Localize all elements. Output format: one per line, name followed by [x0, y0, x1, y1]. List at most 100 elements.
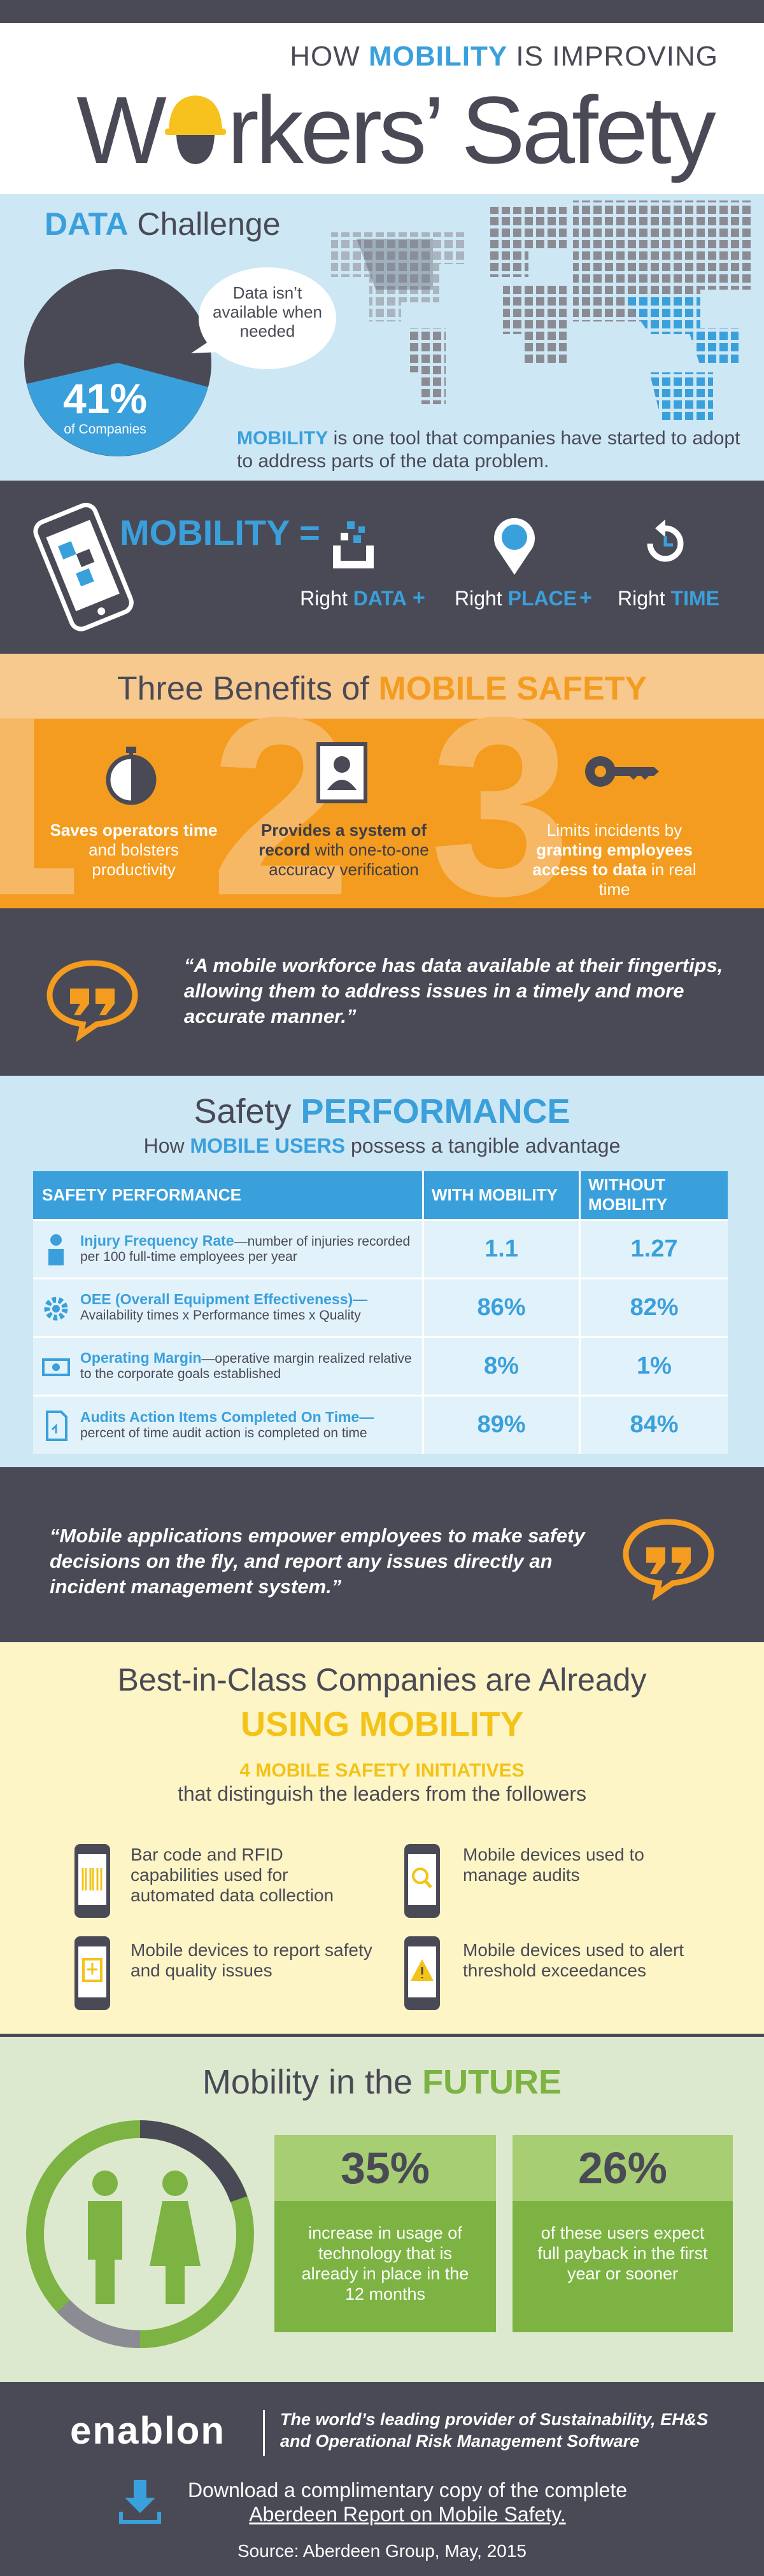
- quote-text: “Mobile applications empower employees t…: [50, 1524, 585, 1598]
- pie-graphic: [24, 267, 336, 456]
- icon-part: [46, 960, 138, 1043]
- text-body: is one tool that companies have started …: [237, 428, 740, 472]
- icon-part: [353, 535, 361, 543]
- stat-bottom: [513, 2201, 733, 2332]
- tagline: The world’s leading provider of Sustaina…: [280, 2410, 709, 2451]
- initiatives-subtitle: that distinguish the leaders from the fo…: [177, 1782, 587, 1805]
- kicker-text: HOW: [290, 41, 360, 72]
- header-cell: WITHOUT MOBILITY: [588, 1175, 668, 1214]
- value-with: 8%: [423, 1337, 581, 1395]
- icon-part: [357, 239, 433, 290]
- icon-part: [168, 95, 222, 130]
- quote-icon: [46, 960, 138, 1043]
- title-text: rkers’ Safety: [227, 76, 716, 183]
- icon-part: SAFETY PERFORMANCE WITH MOBILITY WITHOUT…: [33, 1171, 728, 1220]
- icon-part: [490, 207, 567, 277]
- item-prefix: Right: [617, 587, 665, 610]
- stat-top: [274, 2135, 496, 2201]
- section-title: Three Benefits of MOBILE SAFETY: [0, 670, 764, 708]
- icon-part: [503, 283, 567, 366]
- metric-name: Audits Action Items Completed On Time—: [80, 1408, 374, 1425]
- icon-part: [331, 232, 465, 321]
- helmet-icon: [164, 95, 226, 164]
- world-map: [331, 201, 751, 423]
- row-icon: [46, 1410, 67, 1441]
- icon-part: [614, 767, 659, 780]
- icon-part: [129, 752, 133, 757]
- table-body: Injury Frequency Rate—number of injuries…: [33, 1220, 728, 1454]
- record-icon: [316, 742, 367, 803]
- table-row: Audits Action Items Completed On Time—pe…: [33, 1395, 728, 1454]
- icon-part: [87, 1963, 97, 1974]
- header-cell: SAFETY PERFORMANCE: [33, 1171, 424, 1220]
- section-title: DATA Challenge: [45, 206, 281, 243]
- bubble-text: Data isn’t available when needed: [212, 283, 322, 341]
- benefit-number: 3: [430, 664, 572, 909]
- icon-part: [126, 747, 136, 753]
- icon-part: [595, 766, 606, 777]
- equation-item: Right TIME: [602, 587, 735, 610]
- download-text: Download a complimentary copy of the com…: [187, 2479, 628, 2502]
- icon-part: [162, 2171, 188, 2196]
- icon-part: [424, 1880, 432, 1889]
- icon-part: [92, 2171, 118, 2196]
- icon-part: [82, 1958, 103, 1982]
- icon-part: [407, 328, 446, 404]
- stat-text: increase in usage of technology that is …: [301, 2223, 469, 2304]
- icon-part: [76, 568, 94, 587]
- icon-part: [502, 524, 527, 550]
- header-kicker: HOW MOBILITY IS IMPROVING: [290, 41, 718, 73]
- metric-name: Operating Margin: [80, 1349, 202, 1366]
- value-with: 86%: [423, 1278, 581, 1337]
- benefit-segment: Provides a system of record: [258, 820, 427, 859]
- icon-part: [52, 1363, 60, 1371]
- row-text: Injury Frequency Rate—number of injuries…: [80, 1233, 416, 1265]
- brand: enablon: [70, 2409, 226, 2452]
- benefit-segment: granting employees access to data: [532, 840, 693, 879]
- section-title: Best-in-Class Companies are Already: [117, 1662, 647, 1698]
- challenge-text: MOBILITY is one tool that companies have…: [237, 427, 746, 473]
- performance-table: SAFETY PERFORMANCE WITH MOBILITY WITHOUT…: [33, 1171, 728, 1454]
- icon-part: [327, 780, 357, 790]
- download-link[interactable]: Aberdeen Report on Mobile Safety.: [249, 2503, 566, 2526]
- title-highlight: FUTURE: [422, 2063, 562, 2101]
- title-text: Safety: [194, 1092, 292, 1130]
- subtitle-text: possess a tangible advantage: [350, 1134, 621, 1157]
- quote-section: “A mobile workforce has data available a…: [0, 913, 764, 1071]
- benefit-number: 1: [0, 664, 81, 909]
- top-strip: [0, 0, 764, 23]
- plus-sign: +: [579, 586, 592, 610]
- source: Source: Aberdeen Group, May, 2015: [237, 2541, 527, 2561]
- title-highlight: PERFORMANCE: [301, 1092, 570, 1130]
- stat-text: of these users expect full payback in th…: [537, 2223, 708, 2283]
- equation-title: MOBILITY =: [120, 512, 320, 553]
- row-icon: [42, 1358, 70, 1376]
- item-highlight: TIME: [670, 587, 720, 610]
- phone-icon: [74, 1844, 110, 1918]
- icon-part: [199, 267, 336, 369]
- icon-part: [412, 1868, 428, 1884]
- metric-description: percent of time audit action is complete…: [80, 1425, 367, 1440]
- table-row: Injury Frequency Rate—number of injuries…: [33, 1220, 728, 1278]
- row-label: Operating Margin—operative margin realiz…: [33, 1337, 424, 1395]
- icon-part: [649, 372, 713, 423]
- icon-part: [42, 1358, 70, 1376]
- metric-name: Injury Frequency Rate: [80, 1232, 234, 1249]
- row-icon: [48, 1234, 64, 1265]
- benefit-segment: with one-to-one accuracy verification: [269, 840, 429, 879]
- icon-part: [150, 2201, 201, 2304]
- stat-label: of Companies: [64, 422, 146, 437]
- icon-part: [176, 135, 215, 164]
- icon-part: [573, 201, 751, 321]
- initiative-text: Mobile devices used to alert threshold e…: [463, 1940, 684, 1980]
- subtitle-highlight: MOBILE USERS: [190, 1134, 346, 1157]
- benefits-band: [0, 654, 764, 719]
- quote-icon: [623, 1519, 714, 1601]
- metric-description: —operative margin realized relative to t…: [80, 1351, 412, 1381]
- icon-part: [27, 363, 208, 456]
- icon-part: [347, 521, 355, 529]
- item-prefix: Right: [300, 587, 348, 610]
- download-icon: [119, 2480, 161, 2524]
- item-highlight: DATA: [353, 587, 407, 610]
